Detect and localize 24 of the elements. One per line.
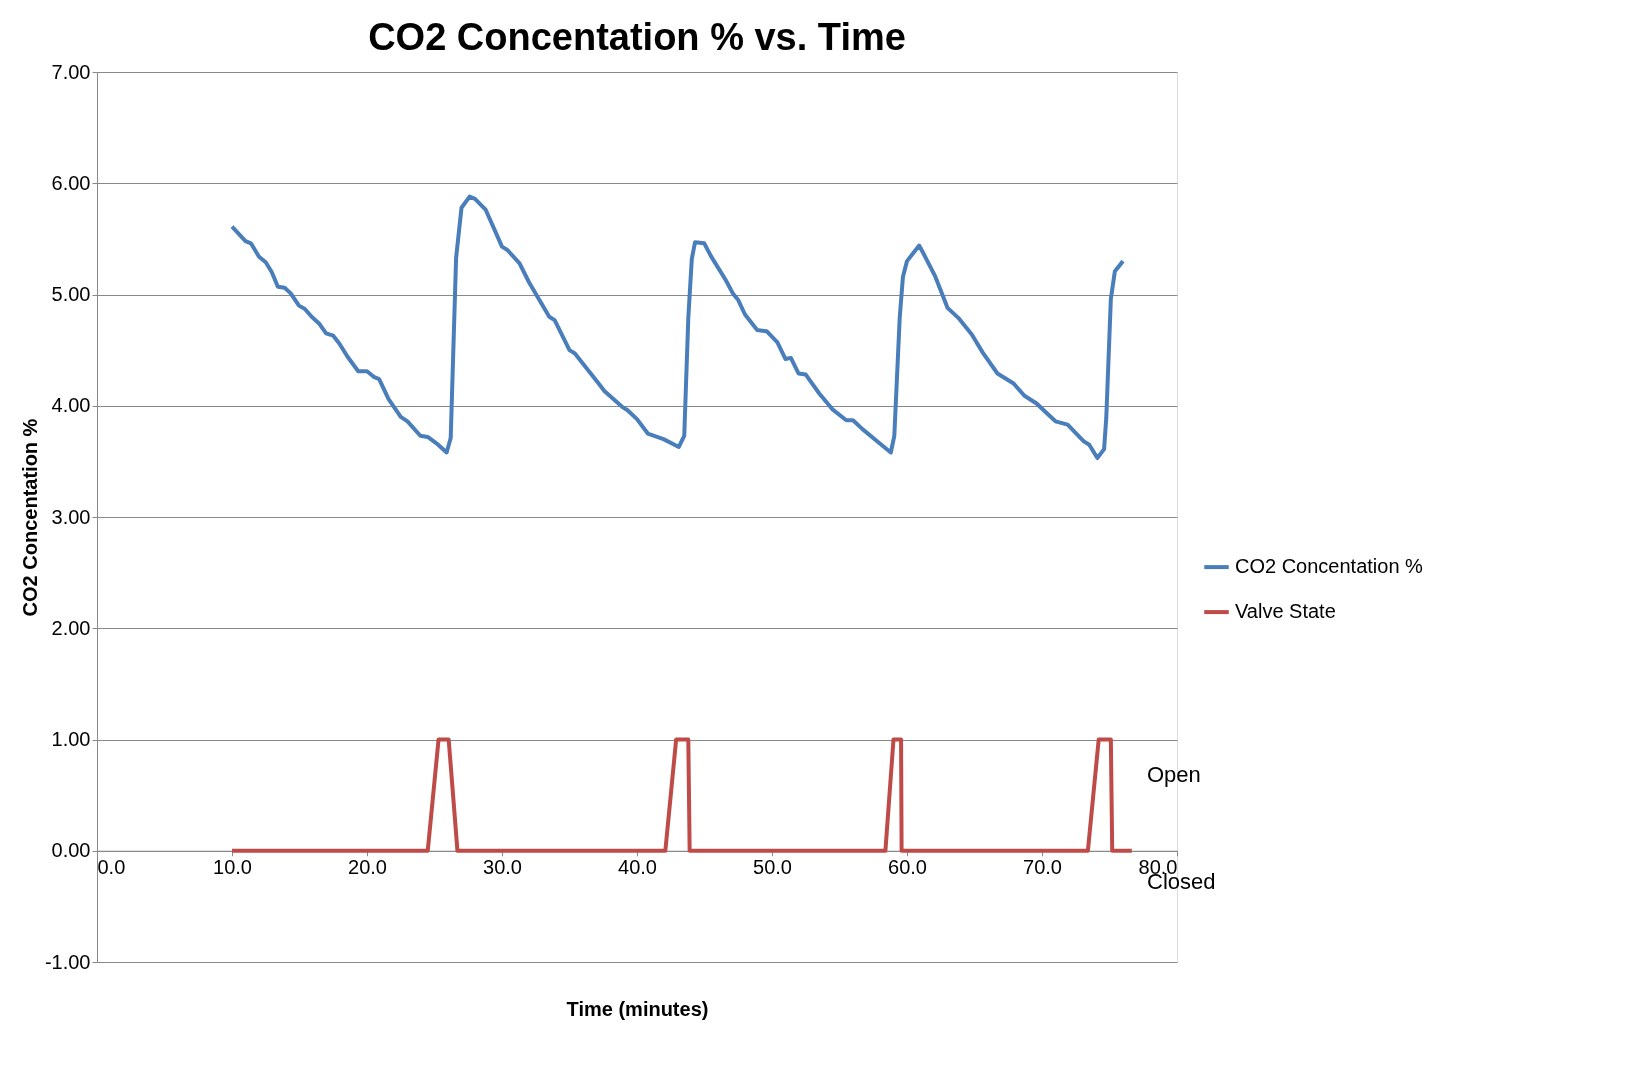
y-tick-label: -1.00 xyxy=(44,950,91,973)
y-tick-label: 5.00 xyxy=(51,283,91,305)
y-axis-title: CO2 Concentation % xyxy=(18,418,41,617)
x-tick-label: 50.0 xyxy=(753,856,792,879)
y-tick-label: 0.00 xyxy=(51,839,91,862)
x-tick-label: 0.0 xyxy=(97,856,126,879)
x-tick-label: 70.0 xyxy=(1023,856,1062,879)
y-tick-label: 4.00 xyxy=(51,394,91,417)
legend-label: CO2 Concentation % xyxy=(1235,555,1424,578)
x-tick-label: 40.0 xyxy=(618,856,657,879)
y-tick-label: 1.00 xyxy=(51,728,91,750)
x-tick-label: 60.0 xyxy=(888,856,927,879)
y-tick-label: 6.00 xyxy=(51,171,91,194)
y-tick-label: 2.00 xyxy=(51,616,91,639)
y-tick-label: 3.00 xyxy=(51,505,91,528)
annotation: Open xyxy=(1147,762,1201,788)
x-axis-title: Time (minutes) xyxy=(566,997,709,1020)
y-tick-label: 7.00 xyxy=(51,60,91,83)
chart-title: CO2 Concentation % vs. Time xyxy=(368,16,906,58)
x-tick-label: 10.0 xyxy=(213,856,252,879)
x-tick-label: 20.0 xyxy=(348,856,387,879)
line-series xyxy=(230,194,1125,461)
legend-label: Valve State xyxy=(1235,600,1336,623)
x-tick-label: 30.0 xyxy=(483,856,522,879)
